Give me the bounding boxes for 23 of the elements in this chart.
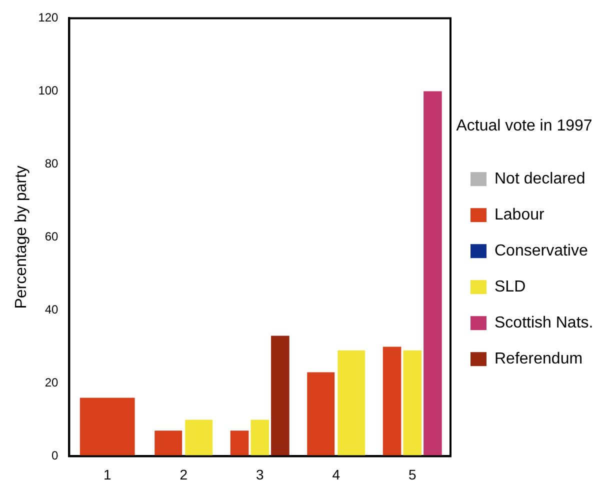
legend-label: Conservative [494, 242, 588, 260]
bar [424, 91, 442, 456]
bar [307, 372, 335, 456]
y-tick-label: 80 [44, 156, 59, 171]
legend-label: Scottish Nats. [494, 314, 594, 332]
y-tick-label: 0 [52, 448, 59, 463]
x-tick-label: 5 [408, 466, 416, 482]
legend-label: Labour [494, 206, 545, 224]
y-tick-label: 60 [44, 230, 59, 244]
legend-label: Not declared [494, 170, 586, 188]
x-tick-label: 1 [103, 466, 112, 482]
bar [271, 336, 290, 456]
legend-label: Referendum [494, 350, 583, 368]
y-axis-title: Percentage by party [13, 166, 30, 309]
y-tick-label: 100 [38, 84, 59, 98]
y-tick-label: 40 [44, 302, 59, 317]
legend-title: Actual vote in 1997 [456, 117, 592, 134]
legend-label: SLD [494, 278, 526, 296]
y-tick-label: 20 [44, 376, 59, 390]
x-tick-label: 3 [256, 466, 264, 482]
x-tick-label: 2 [180, 466, 188, 482]
x-tick-label: 4 [332, 466, 340, 482]
y-tick-label: 120 [38, 10, 59, 25]
